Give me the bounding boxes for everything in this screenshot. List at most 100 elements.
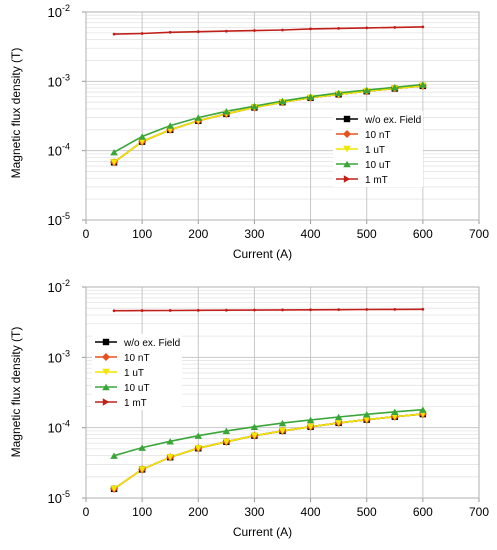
data-point bbox=[306, 416, 315, 424]
y-tick-base: 10 bbox=[48, 421, 62, 436]
data-point bbox=[278, 419, 287, 427]
x-tick-label: 400 bbox=[301, 505, 321, 519]
y-tick-label: 10-3 bbox=[48, 348, 70, 365]
x-tick-label: 700 bbox=[469, 227, 489, 241]
y-tick-exponent: -5 bbox=[62, 211, 70, 221]
legend-marker bbox=[343, 160, 351, 168]
data-point bbox=[138, 444, 146, 451]
legend-label: 10 nT bbox=[124, 353, 150, 364]
y-tick-base: 10 bbox=[48, 350, 62, 365]
y-tick-exponent: -4 bbox=[62, 142, 70, 152]
chart-bottom: 10-510-410-310-20 100 200 300 400 500 600 700Cu… bbox=[9, 278, 489, 539]
data-point bbox=[306, 93, 315, 100]
data-point bbox=[421, 25, 425, 29]
plot-frame bbox=[85, 286, 480, 499]
series-line bbox=[114, 26, 423, 35]
x-tick-label: 600 bbox=[413, 505, 433, 519]
legend-label: 10 uT bbox=[365, 160, 391, 171]
data-point bbox=[250, 423, 259, 430]
y-tick-base: 10 bbox=[48, 213, 62, 228]
legend-marker bbox=[343, 130, 351, 138]
data-point bbox=[138, 466, 146, 473]
data-point bbox=[110, 452, 118, 459]
data-point bbox=[166, 122, 175, 129]
y-axis-label: Magnetic flux density (T) bbox=[9, 327, 23, 458]
x-tick-label: 0 bbox=[83, 505, 90, 519]
legend-marker bbox=[102, 338, 110, 346]
data-point bbox=[222, 438, 231, 445]
data-point bbox=[337, 308, 341, 312]
data-point bbox=[278, 97, 287, 105]
data-point bbox=[419, 406, 427, 413]
y-tick-base: 10 bbox=[48, 280, 62, 295]
legend-label: w/o ex. Field bbox=[364, 115, 421, 126]
legend-label: 1 mT bbox=[365, 175, 388, 186]
legend-marker bbox=[343, 175, 351, 183]
data-point bbox=[194, 114, 203, 121]
plot-frame bbox=[85, 11, 480, 221]
x-axis-label: Current (A) bbox=[233, 247, 292, 261]
data-point bbox=[306, 423, 315, 430]
data-point bbox=[253, 29, 256, 32]
x-tick-label: 100 bbox=[132, 505, 152, 519]
data-point bbox=[390, 84, 399, 91]
x-tick-label: 500 bbox=[357, 227, 377, 241]
x-tick-label: 300 bbox=[244, 505, 264, 519]
data-point bbox=[334, 413, 343, 421]
data-point bbox=[112, 32, 116, 36]
y-tick-base: 10 bbox=[48, 144, 62, 159]
x-tick-label: 700 bbox=[469, 505, 489, 519]
data-point bbox=[140, 32, 144, 35]
data-point bbox=[110, 159, 118, 166]
y-tick-label: 10-4 bbox=[48, 419, 70, 436]
data-point bbox=[365, 308, 369, 311]
legend-marker bbox=[102, 398, 110, 406]
y-tick-base: 10 bbox=[48, 5, 62, 20]
y-tick-base: 10 bbox=[48, 74, 62, 89]
data-point bbox=[112, 309, 116, 313]
chart-top: 10-510-410-310-20 100 200 300 400 500 600 700Cu… bbox=[9, 3, 489, 261]
data-point bbox=[362, 411, 371, 418]
y-tick-label: 10-4 bbox=[48, 142, 70, 159]
data-point bbox=[281, 308, 284, 312]
data-point bbox=[168, 309, 172, 312]
data-point bbox=[309, 27, 312, 31]
data-point bbox=[334, 89, 343, 97]
data-point bbox=[166, 454, 175, 461]
data-point bbox=[421, 307, 425, 311]
y-tick-exponent: -4 bbox=[62, 419, 70, 429]
data-point bbox=[362, 416, 371, 423]
data-point bbox=[138, 138, 146, 145]
data-point bbox=[250, 102, 259, 110]
data-point bbox=[334, 419, 343, 427]
legend-marker bbox=[343, 145, 351, 153]
data-point bbox=[168, 30, 172, 34]
data-point bbox=[224, 308, 228, 312]
data-point bbox=[278, 427, 287, 435]
series-line bbox=[113, 85, 423, 163]
series-line bbox=[114, 308, 423, 312]
y-tick-exponent: -2 bbox=[62, 3, 70, 13]
y-axis-label: Magnetic flux density (T) bbox=[9, 48, 23, 179]
data-point bbox=[196, 30, 200, 34]
x-tick-label: 100 bbox=[132, 227, 152, 241]
y-tick-exponent: -2 bbox=[62, 278, 70, 288]
legend-marker bbox=[343, 115, 351, 123]
data-point bbox=[222, 108, 231, 115]
series-line bbox=[113, 413, 423, 490]
data-point bbox=[250, 432, 259, 439]
data-point bbox=[110, 485, 118, 493]
data-point bbox=[281, 28, 284, 32]
y-tick-exponent: -3 bbox=[62, 348, 70, 358]
y-tick-label: 10-2 bbox=[48, 278, 70, 295]
y-tick-label: 10-5 bbox=[48, 211, 70, 228]
data-point bbox=[138, 133, 146, 140]
x-tick-label: 300 bbox=[244, 227, 264, 241]
data-point bbox=[110, 149, 118, 156]
x-tick-label: 200 bbox=[188, 227, 208, 241]
data-point bbox=[393, 25, 397, 29]
legend-marker bbox=[102, 353, 110, 361]
data-point bbox=[194, 445, 203, 452]
data-point bbox=[253, 308, 256, 312]
